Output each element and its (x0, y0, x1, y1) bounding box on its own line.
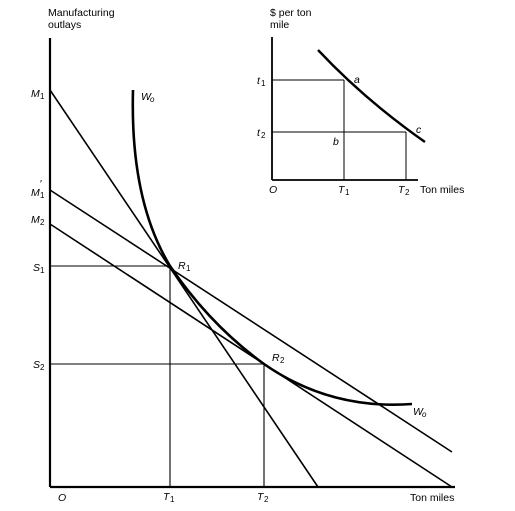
svg-text:′: ′ (40, 178, 42, 190)
svg-text:T: T (398, 184, 406, 196)
label-m1: M 1 (31, 88, 45, 101)
svg-text:T: T (163, 491, 171, 503)
label-wo-bottom: W o (413, 406, 427, 419)
svg-text:M: M (31, 187, 40, 199)
inset-y-axis-label-1: $ per ton (270, 7, 312, 19)
main-x-axis-label: Ton miles (410, 492, 454, 504)
main-origin-label: O (58, 492, 66, 504)
svg-text:2: 2 (280, 356, 285, 365)
svg-text:1: 1 (345, 188, 350, 197)
svg-text:1: 1 (40, 92, 45, 101)
label-m2: M 2 (31, 214, 45, 227)
svg-text:1: 1 (40, 191, 45, 200)
budget-line-m1 (49, 89, 319, 488)
svg-text:2: 2 (264, 495, 269, 504)
main-y-axis-label-2: outlays (48, 19, 81, 31)
svg-text:1: 1 (40, 266, 45, 275)
inset-curve (317, 49, 426, 143)
inset-label-t2: t 2 (257, 127, 266, 140)
svg-text:t: t (257, 75, 261, 87)
svg-text:W: W (141, 91, 152, 103)
inset-label-t1: t 1 (257, 75, 266, 88)
label-t2: T 2 (257, 491, 269, 504)
curve-wo (131, 89, 413, 406)
svg-text:2: 2 (40, 363, 45, 372)
svg-text:1: 1 (261, 79, 266, 88)
svg-text:M: M (31, 214, 40, 226)
inset-point-b: b (333, 136, 339, 148)
svg-text:S: S (33, 262, 40, 274)
svg-text:2: 2 (261, 131, 266, 140)
label-wo-top: W o (141, 91, 155, 104)
label-s2: S 2 (33, 359, 45, 372)
svg-text:o: o (422, 410, 427, 419)
svg-text:t: t (257, 127, 261, 139)
inset-point-a: a (354, 74, 360, 86)
svg-text:R: R (272, 352, 280, 364)
svg-text:S: S (33, 359, 40, 371)
budget-line-m1-prime (49, 189, 453, 453)
svg-text:2: 2 (40, 218, 45, 227)
label-m1-prime: M 1 ′ (31, 178, 45, 200)
svg-text:T: T (338, 184, 346, 196)
inset-point-c: c (416, 124, 422, 136)
svg-text:R: R (178, 260, 186, 272)
svg-text:2: 2 (405, 188, 410, 197)
label-t1: T 1 (163, 491, 175, 504)
label-r1: R 1 (178, 260, 191, 273)
label-s1: S 1 (33, 262, 45, 275)
main-y-axis-label-1: Manufacturing (48, 7, 115, 19)
svg-text:M: M (31, 88, 40, 100)
inset-origin-label: O (269, 184, 277, 196)
svg-text:1: 1 (186, 264, 191, 273)
inset-label-T2: T 2 (398, 184, 410, 197)
svg-text:T: T (257, 491, 265, 503)
svg-text:W: W (413, 406, 424, 418)
label-r2: R 2 (272, 352, 285, 365)
inset-label-T1: T 1 (338, 184, 350, 197)
svg-text:o: o (150, 95, 155, 104)
inset-y-axis-label-2: mile (270, 19, 289, 31)
inset-x-axis-label: Ton miles (420, 184, 464, 196)
svg-text:1: 1 (170, 495, 175, 504)
